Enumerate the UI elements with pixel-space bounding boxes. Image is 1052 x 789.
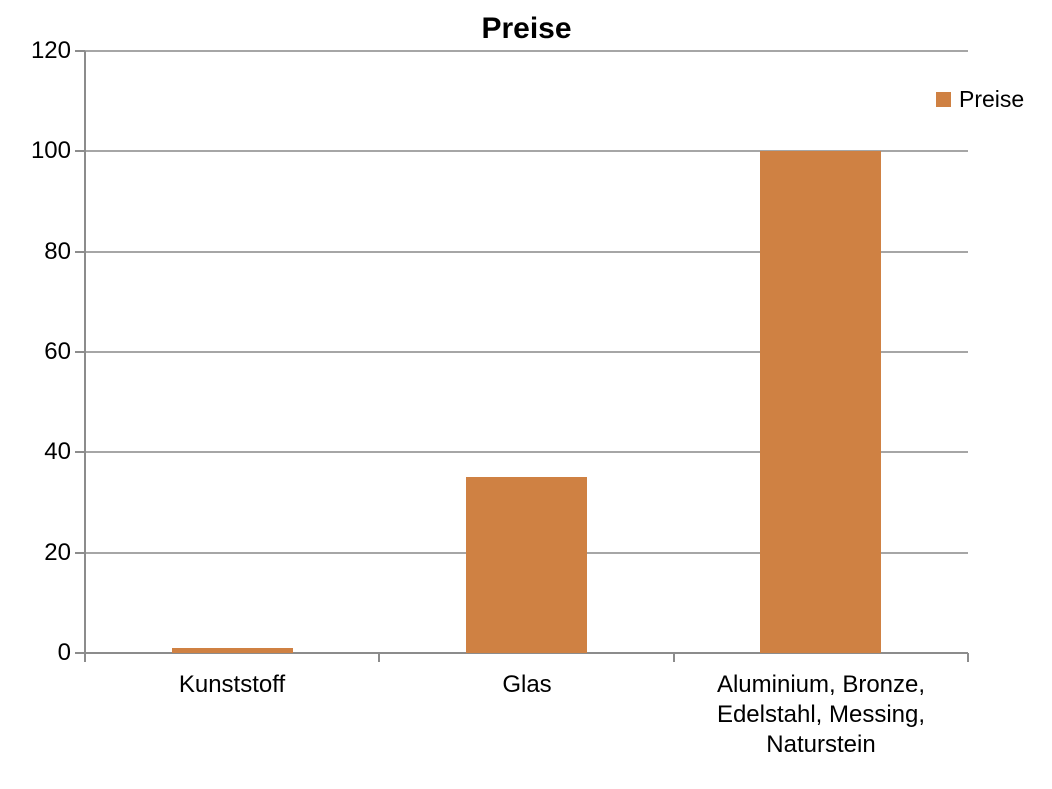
x-axis-category-label: Glas xyxy=(502,671,552,698)
y-axis-tick-label: 60 xyxy=(44,338,71,365)
y-axis-tick xyxy=(75,351,85,353)
bar xyxy=(466,477,587,653)
y-axis-tick-label: 20 xyxy=(44,538,71,566)
y-axis-tick xyxy=(75,451,85,454)
gridline xyxy=(85,50,968,52)
bar xyxy=(172,648,293,653)
x-axis-category-tick xyxy=(967,653,969,662)
gridline xyxy=(85,150,968,153)
y-axis-tick xyxy=(75,250,85,253)
x-axis-category-label: Aluminium, Bronze, Edelstahl, Messing, N… xyxy=(716,671,926,758)
y-axis-line xyxy=(84,51,86,662)
legend-label: Preise xyxy=(959,86,1025,112)
gridline xyxy=(85,250,968,253)
y-axis-tick-label: 80 xyxy=(44,237,71,265)
y-axis-tick xyxy=(75,50,85,52)
x-axis-category-tick xyxy=(84,653,86,662)
x-axis-category-tick xyxy=(673,653,675,662)
gridline xyxy=(85,451,968,454)
gridline xyxy=(85,351,968,353)
legend: Preise xyxy=(936,86,1024,113)
y-axis-tick-label: 120 xyxy=(30,37,71,64)
y-axis-tick-label: 100 xyxy=(30,137,71,165)
y-axis-tick xyxy=(75,551,85,554)
x-axis-category-label: Kunststoff xyxy=(178,671,286,698)
x-axis-category-tick xyxy=(378,653,380,662)
y-axis-tick xyxy=(75,652,85,654)
legend-swatch-icon xyxy=(936,92,951,107)
y-axis-tick-label: 0 xyxy=(57,639,71,666)
chart-title: Preise xyxy=(481,12,572,45)
y-axis-tick xyxy=(75,150,85,153)
bar xyxy=(760,151,881,653)
y-axis-tick-label: 40 xyxy=(44,438,71,466)
gridline xyxy=(85,652,968,654)
